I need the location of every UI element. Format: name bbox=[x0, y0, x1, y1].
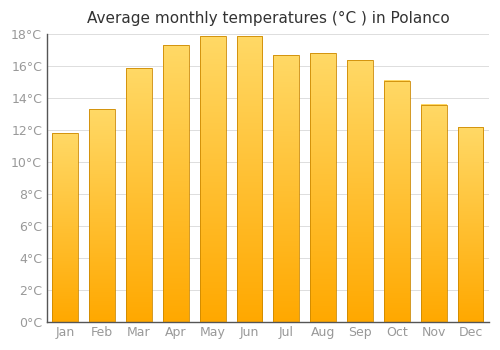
Bar bbox=[52, 133, 78, 322]
Bar bbox=[458, 127, 483, 322]
Title: Average monthly temperatures (°C ) in Polanco: Average monthly temperatures (°C ) in Po… bbox=[86, 11, 450, 26]
Bar bbox=[384, 80, 409, 322]
Bar bbox=[421, 105, 446, 322]
Bar bbox=[274, 55, 299, 322]
Bar bbox=[347, 60, 373, 322]
Bar bbox=[310, 54, 336, 322]
Bar bbox=[236, 36, 262, 322]
Bar bbox=[126, 68, 152, 322]
Bar bbox=[200, 36, 226, 322]
Bar bbox=[90, 109, 115, 322]
Bar bbox=[163, 46, 189, 322]
